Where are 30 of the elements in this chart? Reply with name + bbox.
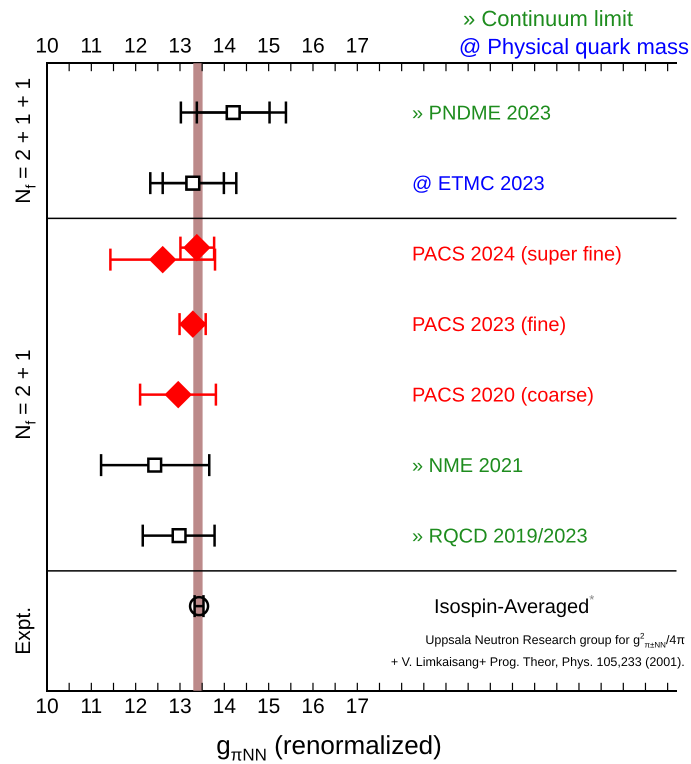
x2-tick-label: 14 <box>212 695 236 718</box>
x-tick-label: 17 <box>346 34 369 58</box>
y-tick-label: PACS 2020 (coarse) <box>412 384 594 407</box>
text: Nf = 2 + 1 + 1 <box>12 78 38 204</box>
y-tick-label: » RQCD 2019/2023 <box>412 526 588 548</box>
x-tick-label: 12 <box>124 34 148 58</box>
x-tick-label: 10 <box>35 34 59 58</box>
x2-tick-label: 11 <box>80 695 102 718</box>
y-tick-label: PACS 2024 (super fine) <box>412 244 622 266</box>
x2-tick-label: 16 <box>301 695 325 718</box>
x2-tick-label: 10 <box>35 695 59 718</box>
x2-tick-label: 15 <box>256 695 280 718</box>
x-tick-label: 16 <box>301 34 325 58</box>
x-tick-label: 11 <box>80 34 102 58</box>
y-tick-label: @ ETMC 2023 <box>412 173 545 196</box>
text: Expt. <box>12 606 35 655</box>
x2-tick-label: 12 <box>124 695 148 718</box>
x-tick-label: 13 <box>168 34 192 58</box>
y-tick-label: Isospin-Averaged* <box>434 592 594 618</box>
annotation: + V. Limkaisang+ Prog. Theor, Phys. 105,233 (2001). <box>390 655 685 670</box>
text: @ Physical quark mass <box>458 34 690 59</box>
text: Nf = 2 + 1 <box>12 349 38 440</box>
x-tick-label: 14 <box>212 34 236 58</box>
x2-tick-label: 17 <box>346 695 369 718</box>
x2-tick-label: 13 <box>168 695 192 718</box>
y-tick-label: » NME 2021 <box>412 455 524 478</box>
text: » Continuum limit <box>463 6 633 31</box>
y-tick-label: » PNDME 2023 <box>412 102 551 125</box>
x-tick-label: 15 <box>256 34 280 58</box>
y-tick-label: PACS 2023 (fine) <box>412 314 566 336</box>
